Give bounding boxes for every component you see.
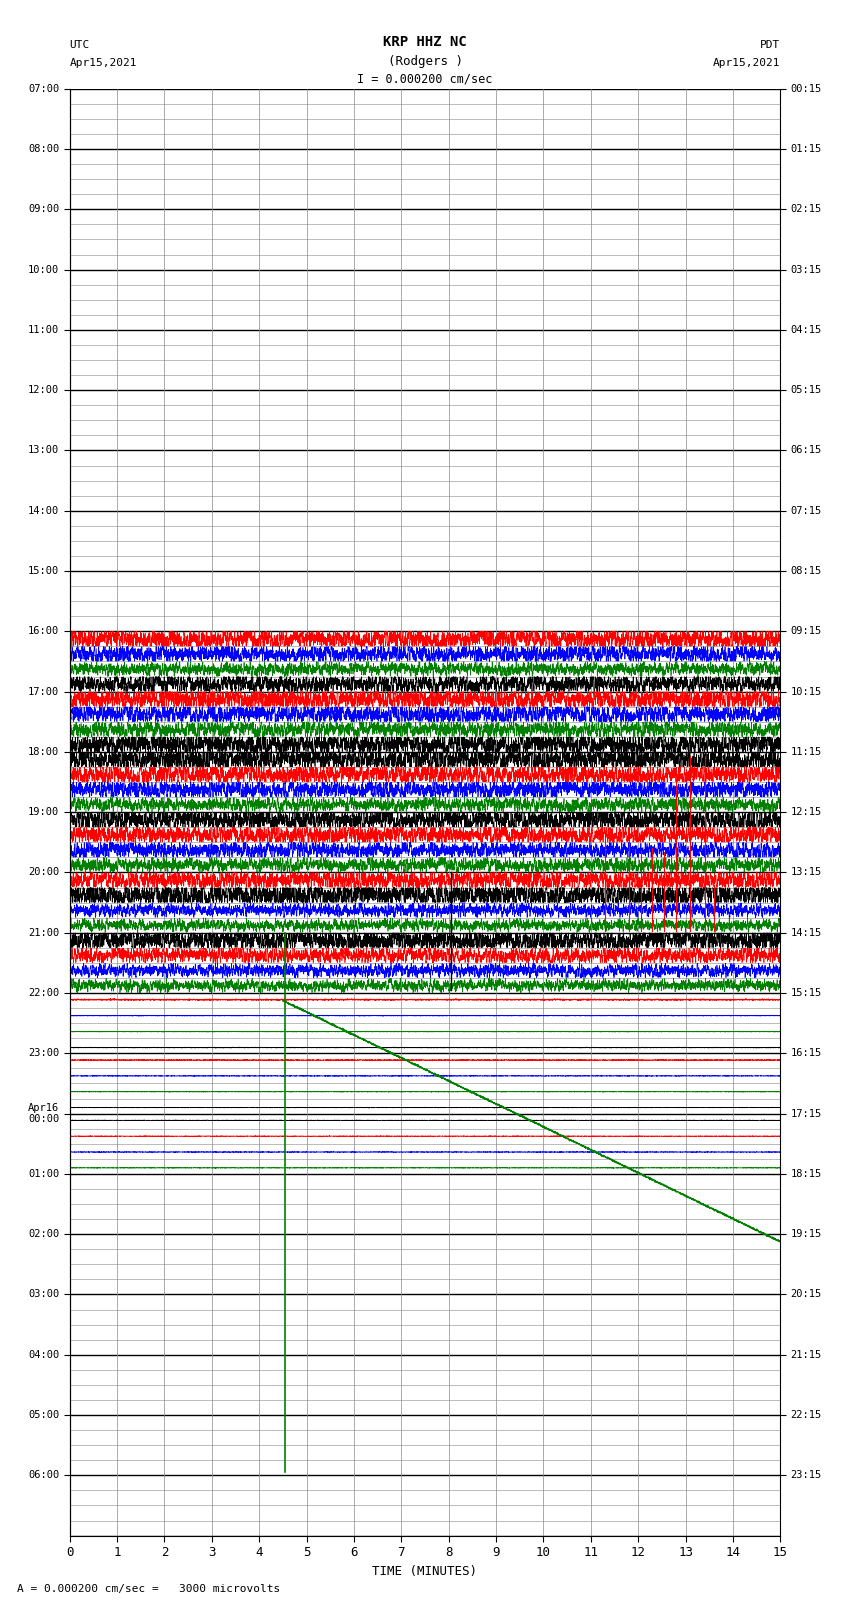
Text: A = 0.000200 cm/sec =   3000 microvolts: A = 0.000200 cm/sec = 3000 microvolts: [17, 1584, 280, 1594]
Text: UTC: UTC: [70, 40, 90, 50]
Text: I = 0.000200 cm/sec: I = 0.000200 cm/sec: [357, 73, 493, 85]
Text: Apr15,2021: Apr15,2021: [70, 58, 137, 68]
X-axis label: TIME (MINUTES): TIME (MINUTES): [372, 1565, 478, 1578]
Text: (Rodgers ): (Rodgers ): [388, 55, 462, 68]
Text: PDT: PDT: [760, 40, 780, 50]
Text: Apr15,2021: Apr15,2021: [713, 58, 780, 68]
Text: KRP HHZ NC: KRP HHZ NC: [383, 35, 467, 50]
